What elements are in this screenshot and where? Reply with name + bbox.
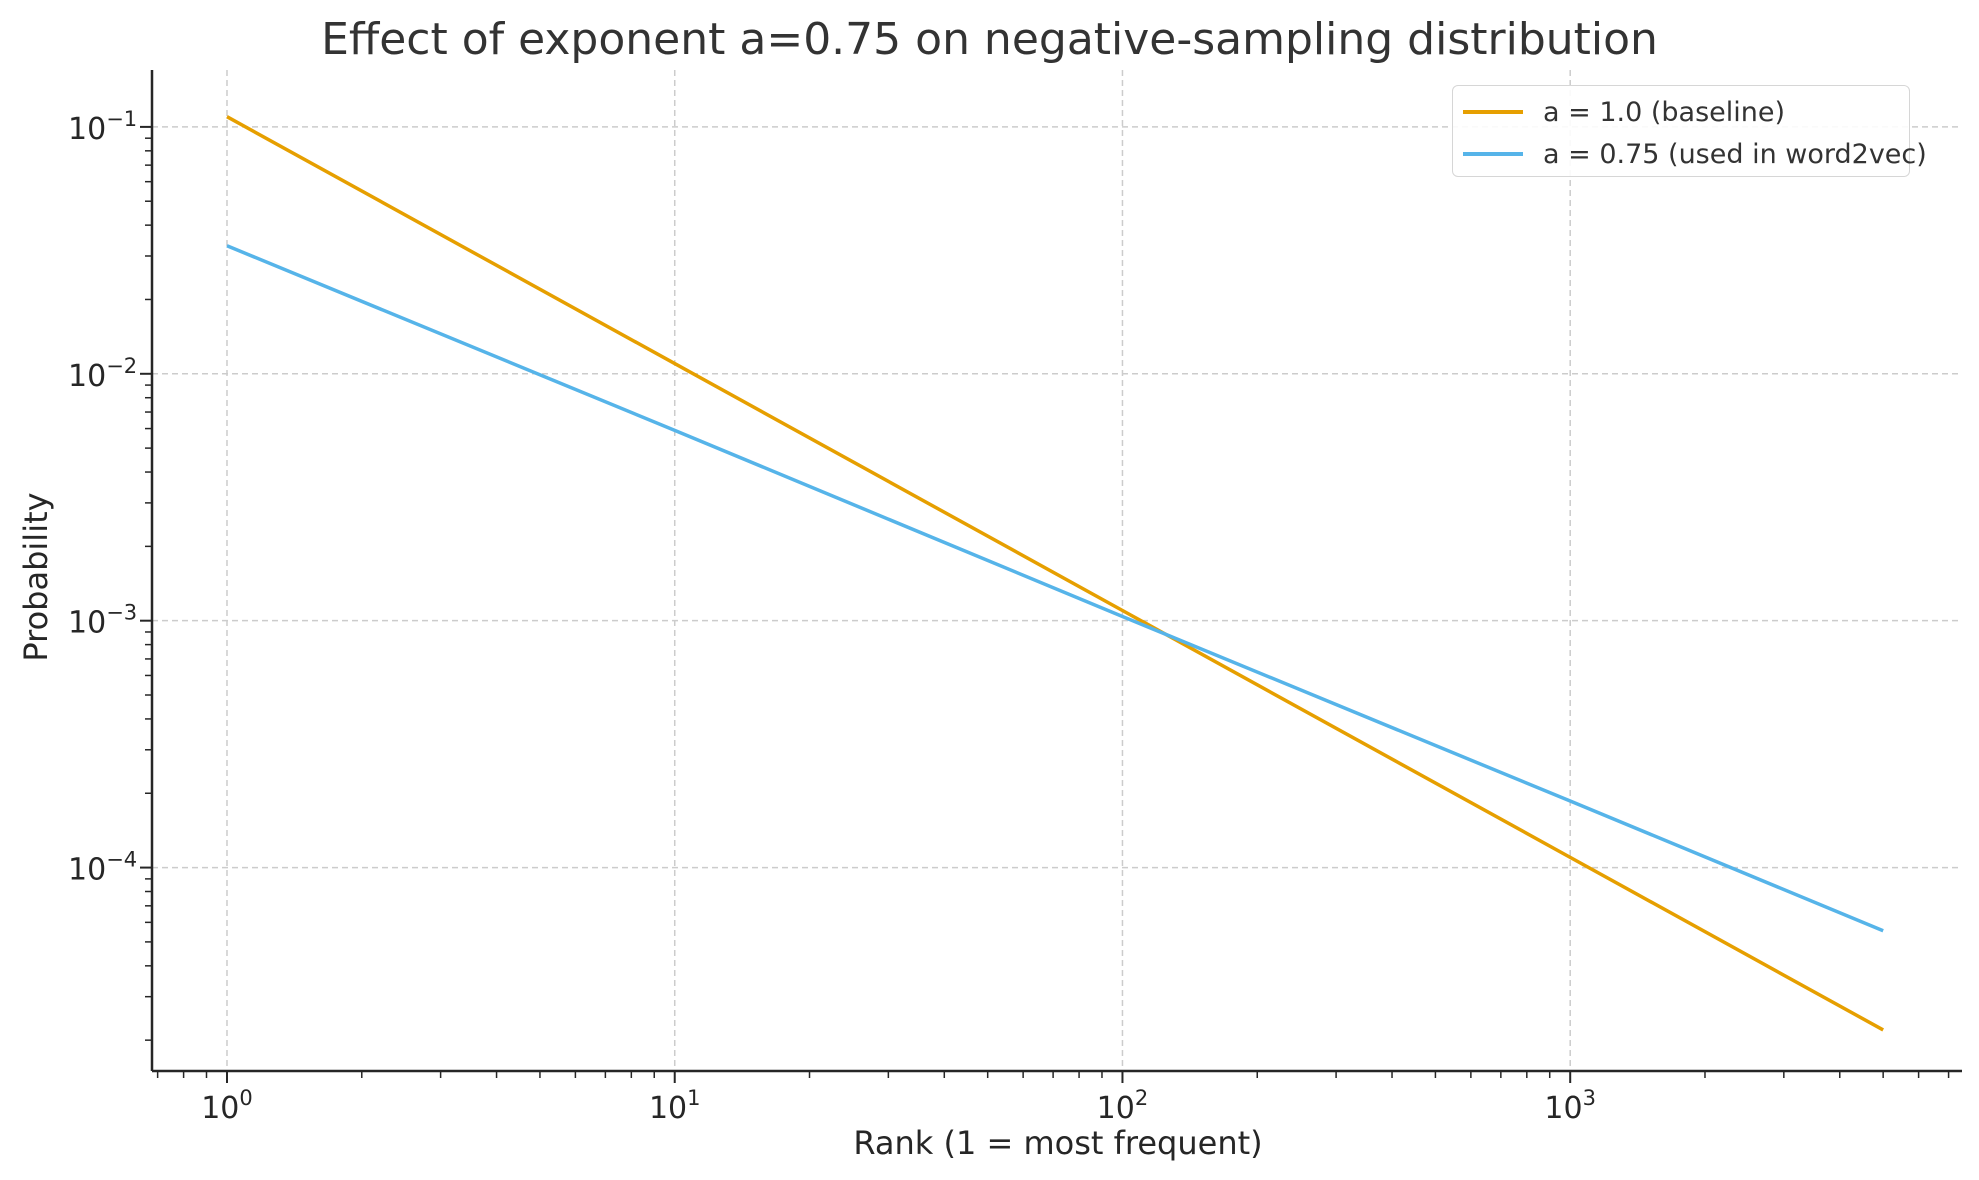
legend-swatch-word2vec [1463,152,1523,156]
grid-lines [152,70,1962,1071]
x-tick-label-0: 100 [201,1086,253,1126]
legend-item-word2vec: a = 0.75 (used in word2vec) [1463,134,1927,174]
series-line-1 [226,244,1884,933]
major-ticks [140,125,1572,1083]
series-line-0 [226,115,1885,1032]
y-axis-label: Probability [17,492,55,662]
legend-swatch-baseline [1463,110,1523,114]
tick-labels: 100 101 102 103 10−1 10−2 10−3 10−4 [68,107,1596,1126]
y-tick-label-2: 10−3 [68,601,137,641]
y-tick-label-3: 10−4 [68,848,137,888]
y-tick-label-1: 10−2 [68,354,137,394]
minor-ticks [145,137,1950,1078]
chart-title: Effect of exponent a=0.75 on negative-sa… [321,14,1658,65]
legend: a = 1.0 (baseline) a = 0.75 (used in wor… [1452,85,1927,177]
x-tick-label-1: 101 [649,1086,701,1126]
series-lines [226,115,1885,1032]
x-tick-label-2: 102 [1097,1086,1149,1126]
legend-item-baseline: a = 1.0 (baseline) [1463,92,1785,132]
axes [150,70,1962,1073]
legend-label-baseline: a = 1.0 (baseline) [1543,96,1786,128]
x-axis-label: Rank (1 = most frequent) [853,1124,1263,1162]
y-tick-label-0: 10−1 [68,107,137,147]
legend-label-word2vec: a = 0.75 (used in word2vec) [1543,138,1927,170]
x-tick-label-3: 103 [1544,1086,1596,1126]
